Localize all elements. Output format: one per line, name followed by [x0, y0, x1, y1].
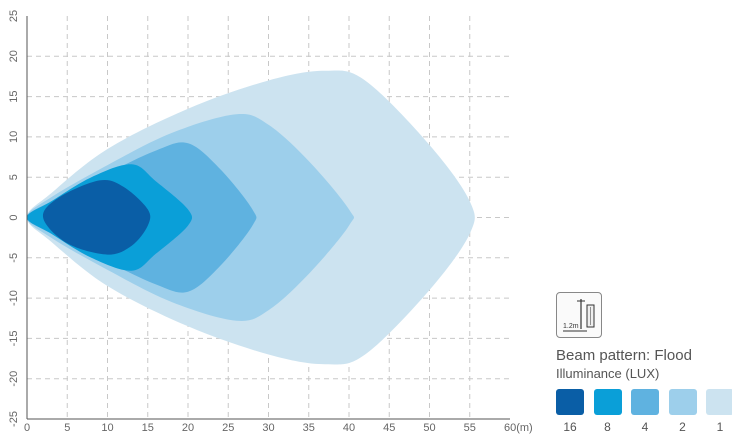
legend-swatch-16: [556, 389, 584, 415]
y-tick-label: 15: [8, 90, 20, 102]
x-tick-label: 0: [24, 422, 30, 434]
y-tick-label: -15: [8, 330, 20, 346]
contour-16-lux: [42, 179, 151, 255]
y-tick-label: 0: [8, 214, 20, 220]
y-tick-label: -25: [8, 411, 20, 427]
legend-label-2: 2: [679, 420, 686, 434]
x-tick-label: 20: [182, 422, 194, 434]
legend-label-8: 8: [604, 420, 611, 434]
x-axis-ticks: 0 5 10 15 20 25 30 35 40 45 50 55 60(m): [24, 422, 533, 434]
legend-label-16: 16: [563, 420, 577, 434]
x-tick-label: 50: [423, 422, 435, 434]
legend-swatch-4: [631, 389, 659, 415]
y-tick-label: -5: [8, 253, 20, 263]
y-tick-label: -10: [8, 290, 20, 306]
mounting-height-icon: 1.2m: [556, 292, 602, 338]
beam-pattern-title: Beam pattern: Flood: [556, 347, 692, 364]
y-tick-label: 5: [8, 174, 20, 180]
x-tick-label: 25: [222, 422, 234, 434]
beam-contours: [27, 70, 475, 365]
legend-swatch-1: [706, 389, 732, 415]
y-tick-label: 10: [8, 131, 20, 143]
y-axis-ticks: 25 20 15 10 5 0 -5 -10 -15 -20 -25: [8, 10, 20, 427]
illuminance-title: Illuminance (LUX): [556, 366, 660, 381]
legend-swatch-2: [668, 389, 697, 415]
x-tick-label: 10: [101, 422, 113, 434]
y-tick-label: 20: [8, 50, 20, 62]
x-tick-label: 55: [464, 422, 476, 434]
x-tick-label: 5: [64, 422, 70, 434]
x-tick-label: 15: [142, 422, 154, 434]
x-tick-label: 40: [343, 422, 355, 434]
x-tick-label: 35: [303, 422, 315, 434]
x-tick-label: 45: [383, 422, 395, 434]
svg-text:1.2m: 1.2m: [563, 323, 579, 330]
legend-swatch-8: [593, 389, 622, 415]
y-tick-label: -20: [8, 371, 20, 387]
x-tick-label: 30: [262, 422, 274, 434]
legend-label-4: 4: [641, 420, 649, 434]
y-tick-label: 25: [8, 10, 20, 22]
x-tick-label: 60(m): [504, 422, 533, 434]
legend-label-1: 1: [716, 420, 724, 434]
beam-chart: 0 5 10 15 20 25 30 35 40 45 50 55 60(m) 2520151050-5…: [8, 10, 533, 434]
axes: [26, 16, 510, 420]
